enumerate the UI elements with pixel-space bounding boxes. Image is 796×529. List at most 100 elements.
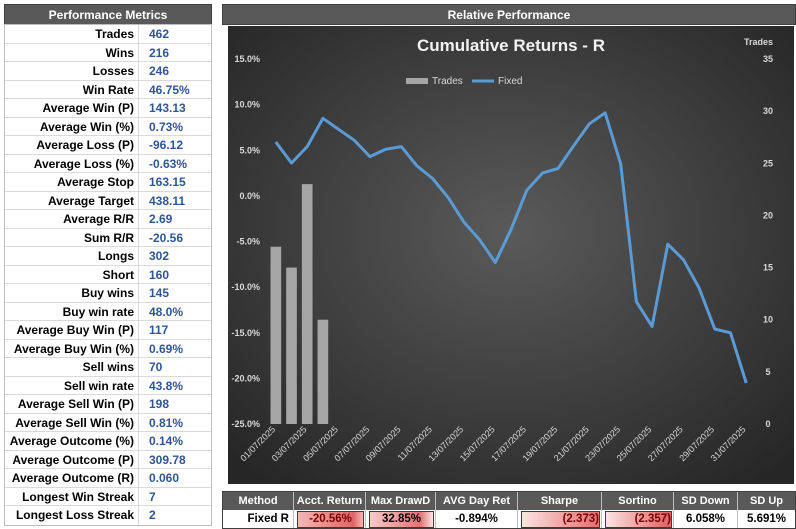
metric-label: Average Loss (%) bbox=[5, 154, 139, 172]
metric-row: Average Sell Win (%) 0.81% bbox=[5, 413, 211, 432]
metric-label: Trades bbox=[5, 25, 139, 43]
stats-value-text: -20.56% bbox=[297, 511, 364, 528]
metric-label: Sum R/R bbox=[5, 228, 139, 246]
metric-label: Average Loss (P) bbox=[5, 136, 139, 154]
metric-value: 198 bbox=[149, 397, 170, 411]
metric-value: 246 bbox=[149, 64, 170, 78]
metric-label: Average Buy Win (%) bbox=[5, 339, 139, 357]
metric-value: 70 bbox=[149, 360, 163, 374]
metric-label: Average Buy Win (P) bbox=[5, 321, 139, 339]
metric-value: 145 bbox=[149, 286, 170, 300]
metric-row: Average Target 438.11 bbox=[5, 191, 211, 210]
y-left-tick-label: -25.0% bbox=[231, 419, 260, 429]
metric-value: 462 bbox=[149, 27, 170, 41]
legend-label-fixed: Fixed bbox=[498, 76, 522, 87]
metric-row: Win Rate 46.75% bbox=[5, 80, 211, 99]
y-right-tick-label: 10 bbox=[763, 315, 773, 325]
metric-value: -96.12 bbox=[149, 138, 184, 152]
metric-value: 2.69 bbox=[149, 212, 173, 226]
metric-row: Buy win rate 48.0% bbox=[5, 302, 211, 321]
metric-row: Longest Win Streak 7 bbox=[5, 487, 211, 506]
y-right-tick-label: 15 bbox=[763, 263, 773, 273]
bar-trades bbox=[270, 246, 282, 424]
metric-label: Longest Loss Streak bbox=[5, 506, 139, 525]
metric-value: 0.81% bbox=[149, 415, 184, 430]
metric-label: Win Rate bbox=[5, 80, 139, 98]
metric-row: Average Stop 163.15 bbox=[5, 173, 211, 192]
y-left-tick-label: -20.0% bbox=[231, 373, 260, 383]
bar-trades bbox=[317, 319, 329, 424]
y-right-tick-label: 0 bbox=[765, 419, 770, 429]
metric-label: Average Outcome (%) bbox=[5, 432, 139, 450]
metric-row: Average Outcome (%) 0.14% bbox=[5, 432, 211, 451]
metric-value: 438.11 bbox=[149, 193, 186, 208]
stats-value-cell: -0.894% bbox=[436, 510, 518, 528]
stats-value-text: 32.85% bbox=[369, 511, 434, 528]
metric-value: 309.78 bbox=[149, 452, 186, 467]
y-left-tick-label: -5.0% bbox=[236, 237, 260, 247]
stats-value-cell: Fixed R bbox=[223, 510, 294, 528]
right-axis-title: Trades bbox=[744, 37, 773, 47]
stats-header-cell: SD Down bbox=[674, 492, 738, 510]
metric-label: Sell wins bbox=[5, 358, 139, 376]
metric-row: Sum R/R -20.56 bbox=[5, 228, 211, 247]
metric-value: -20.56 bbox=[149, 230, 184, 245]
metrics-table: Trades 462 Wins 216 Losses 246 Win Rate 46.75% A… bbox=[4, 24, 212, 526]
stats-value-cell: -20.56% bbox=[294, 510, 366, 528]
metric-label: Longs bbox=[5, 247, 139, 265]
metric-label: Average Outcome (P) bbox=[5, 450, 139, 468]
metric-row: Average Win (%) 0.73% bbox=[5, 117, 211, 136]
metric-label: Buy win rate bbox=[5, 302, 139, 320]
stats-value-text: (2.373) bbox=[521, 511, 600, 528]
metric-label: Wins bbox=[5, 43, 139, 61]
metric-row: Average Buy Win (%) 0.69% bbox=[5, 339, 211, 358]
metric-label: Average Sell Win (P) bbox=[5, 395, 139, 413]
metric-row: Sell wins 70 bbox=[5, 358, 211, 377]
stats-value-cell: 6.058% bbox=[674, 510, 738, 528]
stats-table-row: Fixed R -20.56% 32.85% -0.894% (2.373) (2.357… bbox=[223, 510, 795, 528]
metric-row: Longs 302 bbox=[5, 247, 211, 266]
stats-header-cell: SD Up bbox=[750, 495, 783, 507]
metric-row: Average Outcome (R) 0.060 bbox=[5, 469, 211, 488]
chart-background bbox=[228, 26, 794, 484]
stats-value-cell: 32.85% bbox=[366, 510, 436, 528]
y-left-tick-label: 10.0% bbox=[234, 100, 260, 110]
metric-value: 43.8% bbox=[149, 378, 184, 393]
metric-label: Losses bbox=[5, 62, 139, 80]
metric-row: Average Sell Win (P) 198 bbox=[5, 395, 211, 414]
metric-label: Average R/R bbox=[5, 210, 139, 228]
metric-value: 117 bbox=[149, 323, 169, 337]
metric-value: 0.69% bbox=[149, 341, 184, 356]
bar-trades bbox=[286, 267, 297, 424]
y-left-tick-label: -15.0% bbox=[231, 328, 260, 338]
metric-label: Average Sell Win (%) bbox=[5, 413, 139, 431]
metric-label: Average Outcome (R) bbox=[5, 469, 139, 487]
metric-row: Buy wins 145 bbox=[5, 284, 211, 303]
metric-label: Average Win (P) bbox=[5, 99, 139, 117]
metric-value: 0.14% bbox=[149, 434, 184, 448]
metric-row: Average Outcome (P) 309.78 bbox=[5, 450, 211, 469]
y-right-tick-label: 20 bbox=[763, 210, 773, 220]
metric-label: Longest Win Streak bbox=[5, 487, 139, 505]
stats-table-header: Method Acct. Return Max DrawD AVG Day Ret Sh… bbox=[223, 492, 795, 510]
metric-label: Average Stop bbox=[5, 173, 139, 191]
stats-value-cell: 5.691% bbox=[746, 513, 786, 525]
stats-value-cell: (2.357) bbox=[602, 510, 674, 528]
metric-row: Longest Loss Streak 2 bbox=[5, 506, 211, 525]
metric-value: 163.15 bbox=[149, 175, 186, 189]
metric-row: Average R/R 2.69 bbox=[5, 210, 211, 229]
metric-label: Buy wins bbox=[5, 284, 139, 302]
y-right-tick-label: 5 bbox=[765, 367, 770, 377]
metric-value: 143.13 bbox=[149, 101, 186, 115]
metric-value: 0.73% bbox=[149, 119, 184, 134]
metric-row: Average Buy Win (P) 117 bbox=[5, 321, 211, 340]
metric-row: Average Win (P) 143.13 bbox=[5, 99, 211, 118]
y-right-tick-label: 30 bbox=[763, 106, 773, 116]
metric-value: 46.75% bbox=[149, 82, 190, 97]
metric-row: Average Loss (%) -0.63% bbox=[5, 154, 211, 173]
line-fixed bbox=[274, 111, 748, 384]
stats-header-cell: Acct. Return bbox=[294, 492, 366, 510]
metric-value: 0.060 bbox=[149, 471, 180, 485]
y-left-tick-label: 5.0% bbox=[239, 145, 260, 155]
stats-header-cell: Sortino bbox=[602, 492, 674, 510]
